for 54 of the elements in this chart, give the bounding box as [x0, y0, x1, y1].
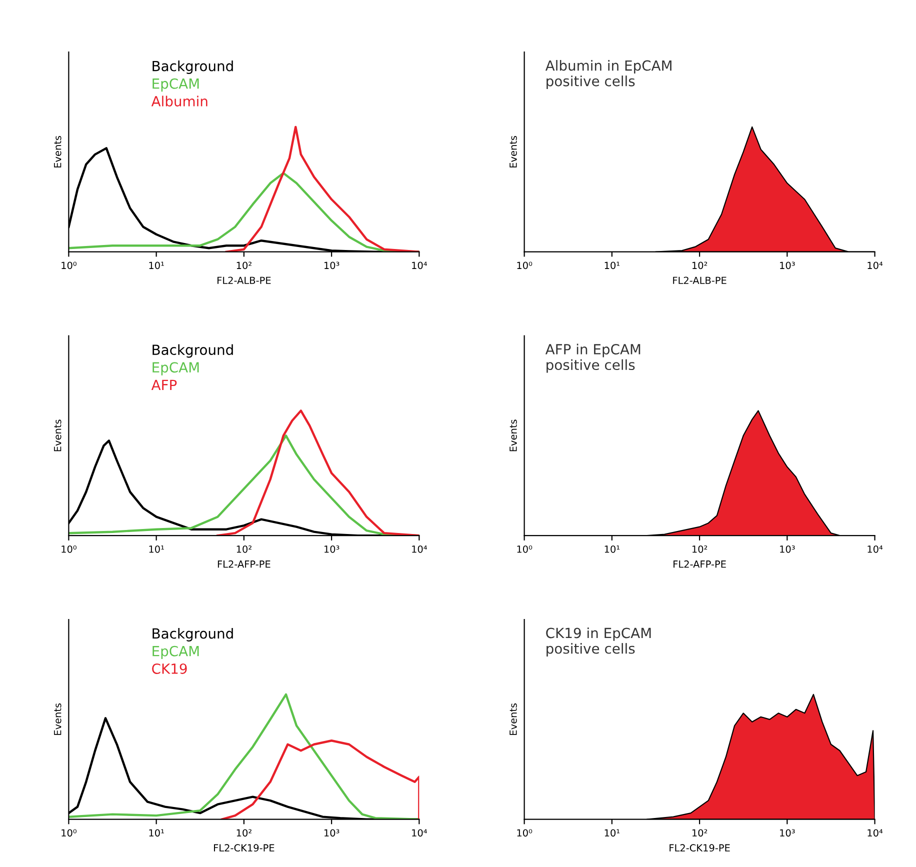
- x-tick-label: 10⁴: [868, 545, 883, 553]
- x-tick-label: 10²: [236, 829, 252, 837]
- x-axis-title: FL2-ALB-PE: [673, 276, 726, 284]
- x-tick-label: 10¹: [604, 262, 620, 270]
- x-axis-title: FL2-AFP-PE: [218, 560, 270, 568]
- text: EpCAM: [152, 78, 199, 92]
- x-axis-title: FL2-AFP-PE: [674, 560, 726, 568]
- x-tick-label: 10³: [780, 829, 795, 837]
- x-tick-label: 10⁴: [412, 545, 427, 553]
- x-tick-label: 10¹: [149, 829, 164, 837]
- x-tick-label: 10⁰: [62, 262, 76, 270]
- x-tick-label: 10¹: [149, 545, 164, 553]
- y-axis-title: Events: [510, 136, 517, 168]
- text: Background: [152, 344, 233, 358]
- x-axis-title: FL2-ALB-PE: [218, 276, 271, 284]
- chart-title: CK19 in EpCAM positive cells: [546, 627, 651, 656]
- x-axis-title: FL2-CK19-PE: [214, 844, 274, 852]
- y-axis-title: Events: [510, 420, 517, 452]
- x-tick-label: 10²: [692, 829, 708, 837]
- x-tick-label: 10⁴: [412, 262, 427, 270]
- y-axis-title: Events: [54, 703, 62, 735]
- text: AFP: [151, 380, 177, 390]
- chart-title: AFP in EpCAM positive cells: [545, 344, 640, 373]
- x-tick-label: 10³: [324, 545, 340, 553]
- x-tick-label: 10⁰: [517, 545, 532, 553]
- chart-title: Albumin in EpCAM positive cells: [545, 60, 672, 90]
- x-tick-label: 10⁴: [412, 829, 427, 837]
- x-tick-label: 10²: [236, 262, 252, 270]
- x-tick-label: 10³: [780, 262, 795, 270]
- y-axis-title: Events: [54, 136, 62, 168]
- x-tick-label: 10⁰: [517, 262, 532, 270]
- x-tick-label: 10¹: [604, 829, 620, 837]
- x-tick-label: 10¹: [604, 545, 620, 553]
- x-tick-label: 10³: [324, 262, 340, 270]
- x-tick-label: 10⁰: [62, 829, 76, 837]
- text: Albumin: [151, 96, 208, 106]
- text: EpCAM: [152, 362, 199, 376]
- x-tick-label: 10⁰: [517, 829, 532, 837]
- x-axis-title: FL2-CK19-PE: [670, 844, 730, 852]
- text: Background: [152, 628, 233, 642]
- x-tick-label: 10⁴: [868, 829, 883, 837]
- y-axis-title: Events: [54, 420, 62, 452]
- x-tick-label: 10⁴: [868, 262, 883, 270]
- x-tick-label: 10¹: [149, 262, 164, 270]
- x-tick-label: 10³: [780, 545, 795, 553]
- y-axis-title: Events: [510, 703, 517, 735]
- x-tick-label: 10²: [692, 545, 708, 553]
- x-tick-label: 10²: [692, 262, 708, 270]
- x-tick-label: 10⁰: [62, 545, 76, 553]
- text: EpCAM: [152, 646, 199, 660]
- text: CK19: [152, 663, 187, 674]
- x-tick-label: 10³: [324, 829, 340, 837]
- x-tick-label: 10²: [236, 545, 252, 553]
- text: Background: [152, 60, 233, 74]
